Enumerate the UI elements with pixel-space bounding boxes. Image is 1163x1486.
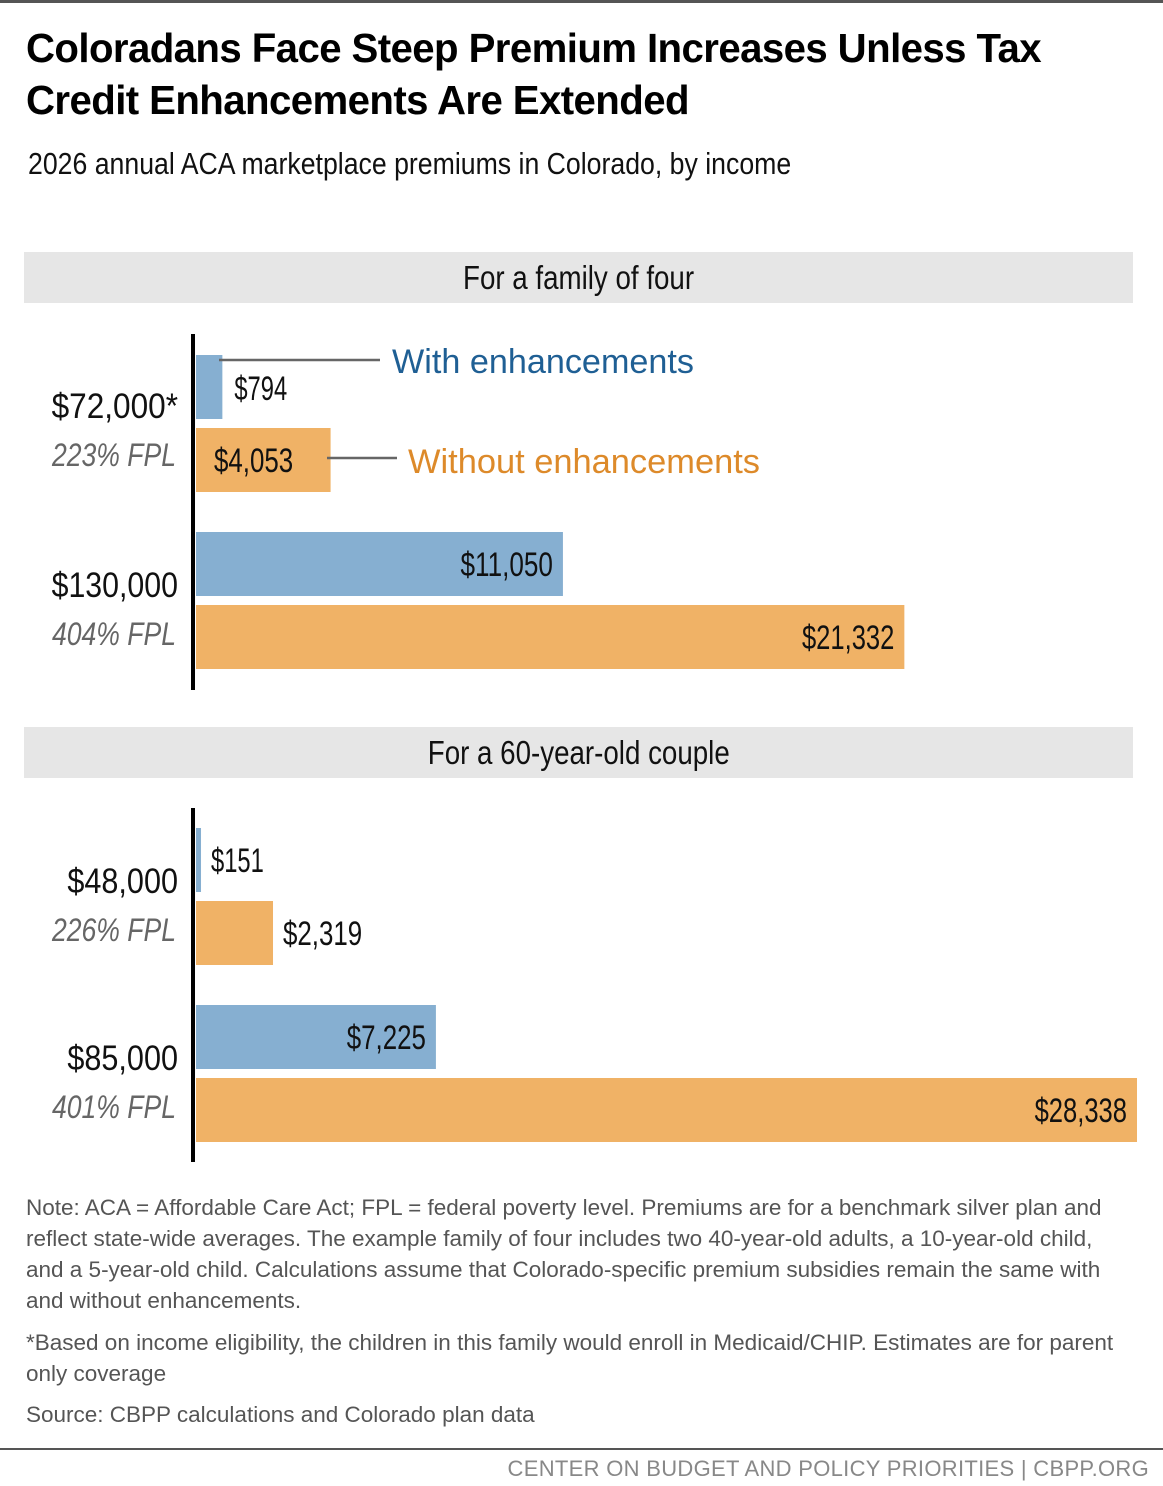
category-label: $85,000 — [67, 1039, 178, 1078]
bar-without-enhancements — [196, 901, 274, 965]
panel-header-family: For a family of four — [24, 252, 1133, 303]
bar-with-enhancements — [196, 1005, 436, 1069]
chart-source: Source: CBPP calculations and Colorado p… — [26, 1402, 535, 1427]
legend-without-enhancements: Without enhancements — [408, 443, 760, 481]
category-label: $130,000 — [52, 566, 178, 605]
value-label: $2,319 — [283, 915, 362, 953]
bottom-rule — [0, 1448, 1163, 1450]
fpl-label: 226% FPL — [51, 912, 176, 948]
category-label: $72,000* — [52, 387, 179, 426]
bar-with-enhancements — [196, 532, 563, 596]
chart-title: Coloradans Face Steep Premium Increases … — [26, 25, 1042, 123]
chart-note: Note: ACA = Affordable Care Act; FPL = f… — [26, 1195, 1102, 1313]
value-label: $21,332 — [802, 619, 894, 657]
bar-without-enhancements — [196, 605, 905, 669]
bar-without-enhancements — [196, 1078, 1137, 1142]
value-label: $28,338 — [1035, 1092, 1127, 1130]
bar-with-enhancements — [196, 828, 202, 892]
fpl-label: 223% FPL — [51, 437, 176, 473]
legend-with-enhancements: With enhancements — [392, 343, 694, 381]
value-label: $11,050 — [461, 546, 553, 584]
fpl-label: 404% FPL — [52, 616, 176, 652]
bar-without-enhancements — [196, 428, 331, 492]
value-label: $151 — [211, 842, 264, 880]
panel-title-family: For a family of four — [462, 259, 695, 296]
value-label: $794 — [234, 370, 287, 408]
fpl-label: 401% FPL — [52, 1089, 176, 1125]
value-label: $7,225 — [347, 1019, 426, 1057]
footer-credit: CENTER ON BUDGET AND POLICY PRIORITIES |… — [507, 1456, 1149, 1481]
bar-with-enhancements — [196, 355, 223, 419]
value-label: $4,053 — [214, 442, 293, 480]
category-label: $48,000 — [67, 862, 178, 901]
top-rule — [0, 0, 1163, 3]
chart-footnote: *Based on income eligibility, the childr… — [26, 1330, 1114, 1386]
panel-title-couple: For a 60-year-old couple — [427, 734, 730, 771]
chart-subtitle: 2026 annual ACA marketplace premiums in … — [28, 146, 792, 181]
panel-header-couple: For a 60-year-old couple — [24, 727, 1133, 778]
